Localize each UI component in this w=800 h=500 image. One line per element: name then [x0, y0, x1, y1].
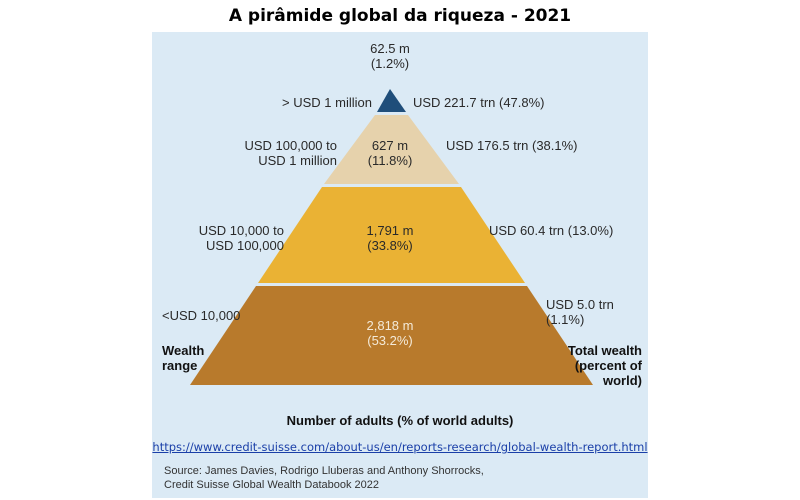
- wealth-pyramid: [190, 89, 593, 385]
- tier-4-adults-pct: (53.2%): [367, 333, 413, 348]
- tier-4-range: <USD 10,000: [162, 308, 240, 323]
- total-wealth-label-line2: (percent of: [574, 358, 642, 373]
- tier-2-adults-count: 627 m: [371, 138, 409, 153]
- tier-top-adults-count: 62.5 m: [370, 41, 410, 56]
- tier-2-wealth-line1: USD 176.5 trn (38.1%): [446, 138, 578, 153]
- pyramid-tier-3: [258, 187, 525, 283]
- tier-top-wealth: USD 221.7 trn (47.8%): [413, 95, 545, 110]
- tier-4-adults: 2,818 m (53.2%): [350, 318, 430, 348]
- tier-2-adults-pct: (11.8%): [367, 153, 413, 168]
- tier-4-wealth-line1: USD 5.0 trn: [546, 297, 614, 312]
- tier-3-wealth: USD 60.4 trn (13.0%): [489, 223, 613, 238]
- tier-4-range-line1: <USD 10,000: [162, 308, 241, 323]
- wealth-range-label: Wealth range: [162, 343, 204, 373]
- wealth-range-label-line2: range: [162, 358, 198, 373]
- tier-4-wealth-line2: (1.1%): [546, 312, 585, 327]
- report-link[interactable]: https://www.credit-suisse.com/about-us/e…: [152, 440, 648, 454]
- wealth-range-label-line1: Wealth: [162, 343, 205, 358]
- tier-2-range: USD 100,000 to USD 1 million: [177, 138, 337, 168]
- tier-3-range-line2: USD 100,000: [205, 238, 284, 253]
- pyramid-tier-2: [324, 115, 459, 184]
- tier-top-adults-pct: (1.2%): [370, 56, 410, 71]
- tier-3-adults-pct: (33.8%): [367, 238, 413, 253]
- pyramid-tier-top: [377, 89, 406, 112]
- total-wealth-label: Total wealth (percent of world): [538, 343, 642, 388]
- tier-2-range-line2: USD 1 million: [258, 153, 337, 168]
- tier-3-range: USD 10,000 to USD 100,000: [124, 223, 284, 253]
- total-wealth-label-line3: world): [603, 373, 642, 388]
- tier-3-adults-count: 1,791 m: [366, 223, 414, 238]
- adults-axis-label: Number of adults (% of world adults): [286, 413, 514, 428]
- tier-top-range-line1: > USD 1 million: [282, 95, 372, 110]
- source-line2: Credit Suisse Global Wealth Databook 202…: [164, 479, 380, 491]
- tier-4-wealth: USD 5.0 trn (1.1%): [546, 297, 614, 327]
- tier-4-adults-count: 2,818 m: [366, 318, 414, 333]
- tier-3-wealth-line1: USD 60.4 trn (13.0%): [489, 223, 614, 238]
- figure-title: A pirâmide global da riqueza - 2021: [228, 6, 572, 26]
- tier-2-adults: 627 m (11.8%): [350, 138, 430, 168]
- source-note: Source: James Davies, Rodrigo Lluberas a…: [164, 464, 484, 492]
- total-wealth-label-line1: Total wealth: [567, 343, 642, 358]
- tier-3-range-line1: USD 10,000 to: [198, 223, 284, 238]
- tier-top-wealth-line1: USD 221.7 trn (47.8%): [413, 95, 545, 110]
- tier-2-wealth: USD 176.5 trn (38.1%): [446, 138, 578, 153]
- tier-3-adults: 1,791 m (33.8%): [350, 223, 430, 253]
- tier-top-adults: 62.5 m (1.2%): [350, 41, 430, 71]
- diagram-panel: 62.5 m (1.2%) > USD 1 million USD 221.7 …: [152, 32, 648, 498]
- pyramid-tier-4: [190, 286, 593, 385]
- source-line1: Source: James Davies, Rodrigo Lluberas a…: [164, 465, 484, 477]
- tier-top-range: > USD 1 million: [212, 95, 372, 110]
- tier-2-range-line1: USD 100,000 to: [244, 138, 337, 153]
